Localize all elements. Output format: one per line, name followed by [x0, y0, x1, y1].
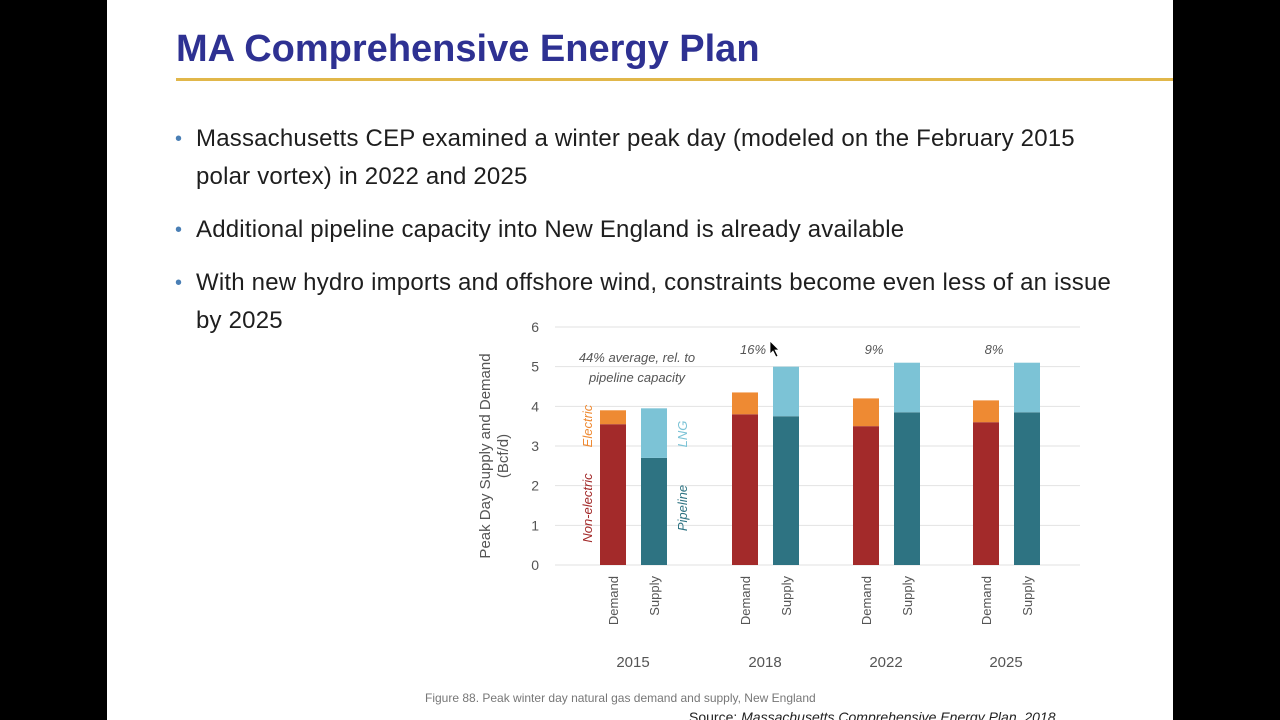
bullet-dot-icon: •: [175, 128, 183, 150]
source-citation: Source: Massachusetts Comprehensive Ener…: [689, 709, 1056, 720]
y-tick-label: 1: [531, 517, 539, 533]
bar-supply-pipeline: [894, 412, 920, 565]
bar-category-label: Demand: [979, 576, 994, 625]
series-label-lng: LNG: [675, 421, 690, 448]
bar-demand-non-electric: [853, 426, 879, 565]
bar-category-label: Supply: [1020, 576, 1035, 616]
slide-title: MA Comprehensive Energy Plan: [176, 28, 760, 70]
series-label-electric: Electric: [580, 404, 595, 447]
slide: MA Comprehensive Energy Plan • Massachuse…: [107, 0, 1173, 720]
bullet-dot-icon: •: [175, 219, 183, 241]
bar-demand-electric: [853, 398, 879, 427]
annotation-text: 44% average, rel. to: [579, 350, 695, 365]
y-axis-label: Peak Day Supply and Demand: [477, 353, 494, 558]
y-tick-label: 3: [531, 438, 539, 454]
bar-category-label: Supply: [779, 576, 794, 616]
x-group-label: 2015: [616, 654, 649, 671]
bar-category-label: Demand: [859, 576, 874, 625]
bar-demand-electric: [973, 400, 999, 423]
x-group-label: 2022: [869, 654, 902, 671]
bar-supply-lng: [1014, 362, 1040, 413]
bullet-text: Additional pipeline capacity into New En…: [196, 216, 905, 243]
bar-category-label: Demand: [738, 576, 753, 625]
y-axis-label: (Bcf/d): [495, 434, 512, 478]
annotation-text: 16%: [740, 342, 766, 357]
bar-supply-lng: [641, 408, 667, 458]
title-underline: [176, 78, 1173, 81]
bar-category-label: Supply: [900, 576, 915, 616]
source-title: Massachusetts Comprehensive Energy Plan,…: [741, 709, 1056, 720]
bullet-list: • Massachusetts CEP examined a winter pea…: [173, 120, 1133, 355]
source-prefix: Source:: [689, 709, 742, 720]
bar-supply-pipeline: [773, 416, 799, 565]
y-tick-label: 0: [531, 557, 539, 573]
bullet-item: • Massachusetts CEP examined a winter pea…: [173, 120, 1133, 196]
bar-category-label: Supply: [647, 576, 662, 616]
demand-supply-chart: 0 1 2 3 4 5 6 Peak Day Supply and Demand (Bcf/d)…: [477, 319, 1080, 671]
bar-supply-pipeline: [1014, 412, 1040, 565]
bar-supply-lng: [773, 366, 799, 417]
bullet-dot-icon: •: [175, 272, 183, 294]
bar-category-label: Demand: [606, 576, 621, 625]
series-label-non-electric: Non-electric: [580, 473, 595, 543]
bullet-item: • With new hydro imports and offshore win…: [173, 264, 1133, 340]
x-group-label: 2025: [989, 654, 1022, 671]
y-tick-label: 6: [531, 319, 539, 335]
bar-demand-electric: [732, 392, 758, 415]
mouse-cursor-icon: [769, 340, 780, 358]
bullet-text: Massachusetts CEP examined a winter peak…: [196, 125, 1075, 190]
series-label-pipeline: Pipeline: [675, 485, 690, 531]
bullet-text: With new hydro imports and offshore wind…: [196, 269, 1112, 334]
y-tick-label: 4: [531, 398, 539, 414]
bar-demand-non-electric: [600, 424, 626, 565]
bar-demand-non-electric: [732, 414, 758, 565]
bar-demand-non-electric: [973, 422, 999, 565]
figure-caption: Figure 88. Peak winter day natural gas d…: [425, 691, 816, 705]
annotation-text: 8%: [985, 342, 1004, 357]
bullet-item: • Additional pipeline capacity into New E…: [173, 211, 1133, 249]
y-tick-label: 2: [531, 478, 539, 494]
bar-supply-pipeline: [641, 457, 667, 565]
bar-demand-electric: [600, 410, 626, 425]
y-tick-label: 5: [531, 359, 539, 375]
annotation-text: 9%: [865, 342, 884, 357]
bar-supply-lng: [894, 362, 920, 413]
x-group-label: 2018: [748, 654, 781, 671]
annotation-text: pipeline capacity: [588, 370, 687, 385]
